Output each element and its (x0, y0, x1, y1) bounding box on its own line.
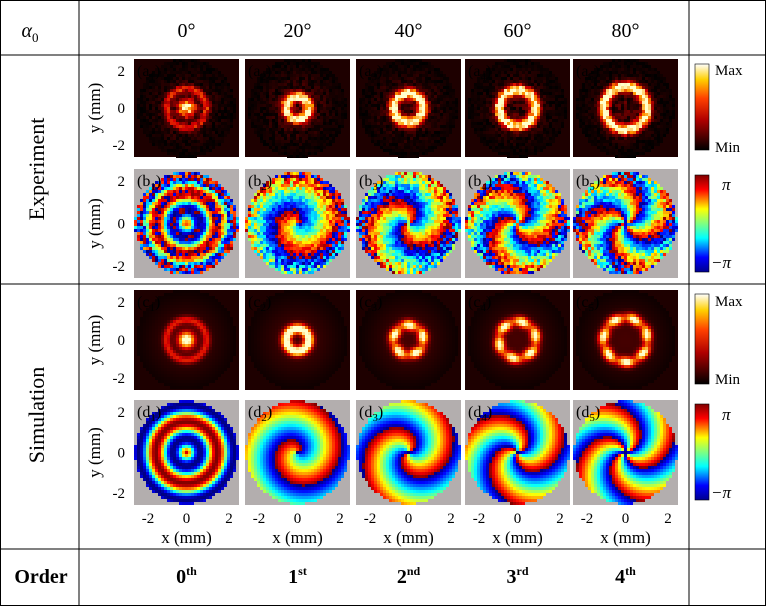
colorbar-max-label: π (722, 175, 731, 194)
x-tick-label: -2 (581, 511, 594, 527)
x-tick-label: -2 (142, 511, 155, 527)
angle-label: 80° (612, 20, 640, 42)
x-tick-label: -2 (473, 511, 486, 527)
x-tick-label: 2 (664, 511, 672, 527)
angle-label: 20° (284, 20, 312, 42)
order-value: 3rd (507, 564, 529, 588)
y-tick-label: 0 (118, 217, 126, 233)
x-axis-label: x (mm) (272, 528, 323, 547)
phase-colorbar (695, 175, 709, 272)
x-axis-label: x (mm) (161, 528, 212, 547)
y-tick-label: 0 (118, 333, 126, 349)
y-axis-label: y (mm) (85, 198, 104, 249)
x-tick-label: 0 (183, 511, 191, 527)
alpha-label: α0 (22, 20, 39, 45)
x-axis-label: x (mm) (600, 528, 651, 547)
colorbar-max-label: π (722, 405, 731, 424)
intensity-colorbar (695, 294, 709, 384)
x-tick-label: -2 (364, 511, 377, 527)
x-tick-label: 2 (225, 511, 233, 527)
y-axis-label: y (mm) (85, 427, 104, 478)
colorbar-max-label: Max (715, 63, 743, 79)
order-value: 2nd (397, 564, 421, 588)
x-tick-label: 2 (336, 511, 344, 527)
x-tick-label: 0 (514, 511, 522, 527)
y-tick-label: -2 (113, 259, 126, 275)
y-tick-label: -2 (113, 486, 126, 502)
colorbar-min-label: −π (711, 253, 731, 272)
x-tick-label: -2 (253, 511, 266, 527)
intensity-colorbar (695, 64, 709, 150)
y-tick-label: -2 (113, 371, 126, 387)
section-label: Experiment (24, 118, 49, 221)
angle-label: 40° (395, 20, 423, 42)
x-tick-label: 0 (622, 511, 630, 527)
order-value: 1st (288, 564, 307, 588)
x-tick-label: 2 (556, 511, 564, 527)
panel-grid (134, 59, 709, 505)
x-tick-label: 0 (294, 511, 302, 527)
x-tick-label: 2 (447, 511, 455, 527)
y-tick-label: 2 (118, 295, 126, 311)
y-tick-label: 2 (118, 174, 126, 190)
order-value: 0th (176, 564, 197, 588)
section-label: Simulation (24, 367, 49, 464)
phase-colorbar (695, 404, 709, 500)
y-axis-label: y (mm) (85, 315, 104, 366)
y-tick-label: -2 (113, 138, 126, 154)
y-tick-label: 0 (118, 446, 126, 462)
y-tick-label: 2 (118, 405, 126, 421)
colorbar-min-label: −π (711, 483, 731, 502)
colorbar-min-label: Min (715, 372, 741, 388)
y-tick-label: 2 (118, 64, 126, 80)
order-label: Order (14, 566, 67, 588)
x-axis-label: x (mm) (383, 528, 434, 547)
angle-label: 0° (178, 20, 196, 42)
x-axis-label: x (mm) (492, 528, 543, 547)
order-value: 4th (615, 564, 636, 588)
colorbar-max-label: Max (715, 294, 743, 310)
x-tick-label: 0 (405, 511, 413, 527)
colorbar-min-label: Min (715, 140, 741, 156)
y-tick-label: 0 (118, 101, 126, 117)
y-axis-label: y (mm) (85, 83, 104, 134)
angle-label: 60° (504, 20, 532, 42)
